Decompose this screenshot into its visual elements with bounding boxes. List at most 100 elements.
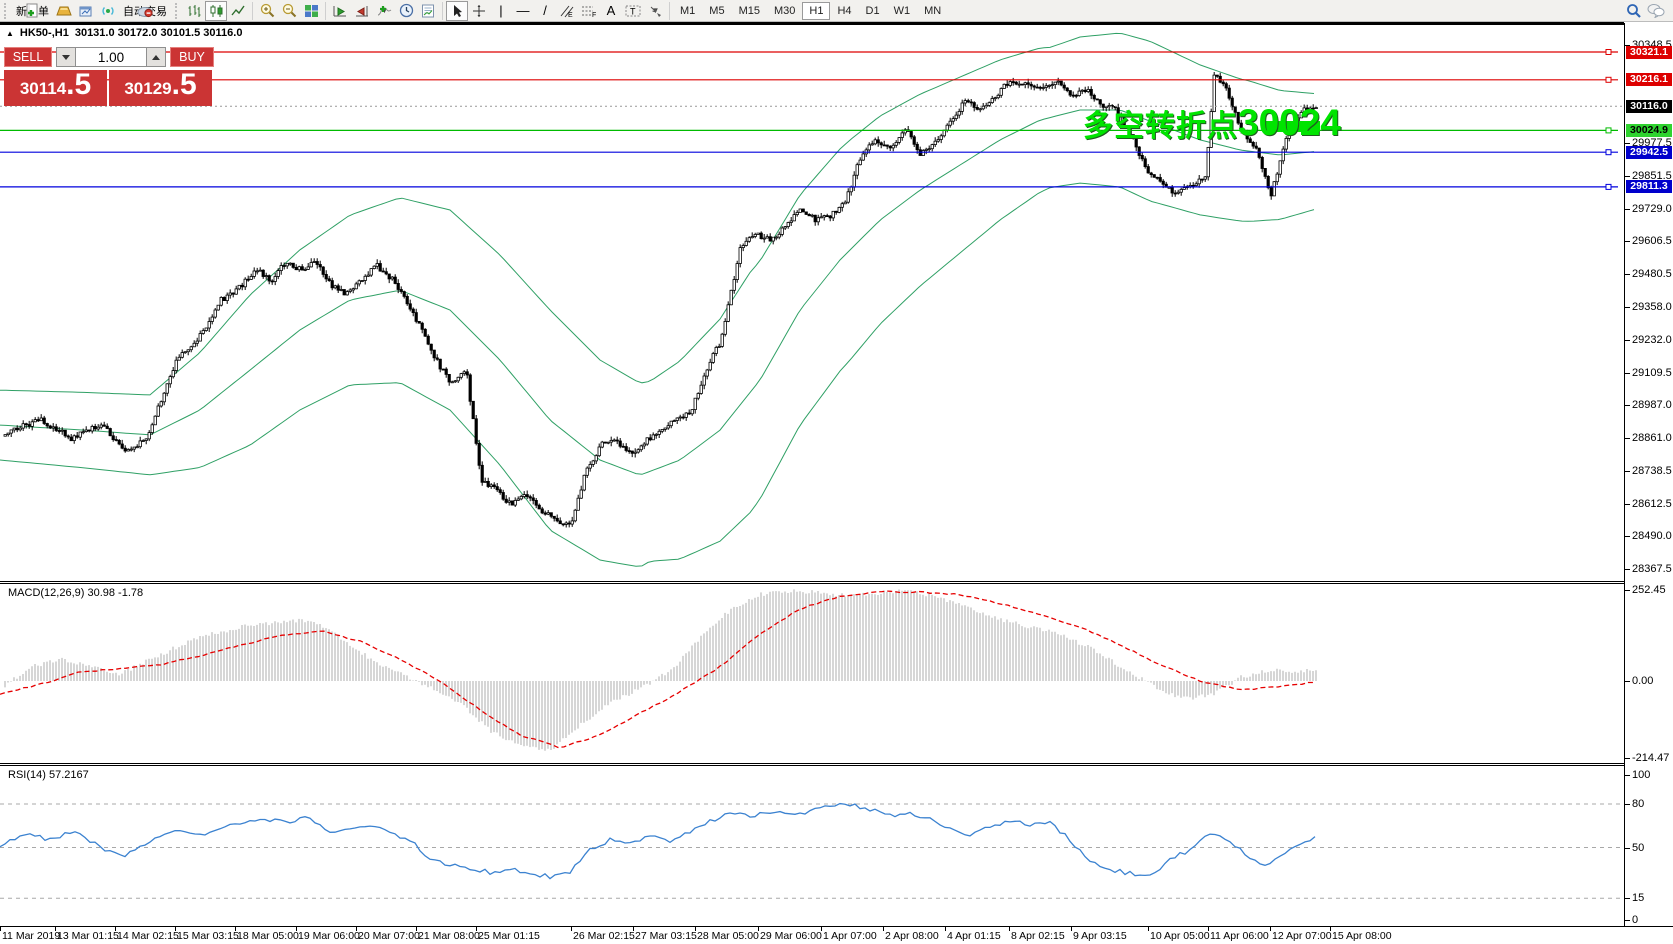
toolbar: 新订单 自动交易 bbox=[0, 0, 1673, 22]
cursor-tool-button[interactable] bbox=[446, 0, 468, 21]
chart-shift-button[interactable] bbox=[351, 1, 373, 21]
rsi-scale-label: 50 bbox=[1632, 841, 1645, 854]
chart-cloud-button[interactable] bbox=[75, 1, 97, 21]
sell-price-int: 30114 bbox=[19, 79, 67, 98]
trendline-tool-button[interactable]: / bbox=[534, 1, 556, 21]
periods-button[interactable]: ▼ bbox=[395, 1, 417, 21]
zoom-out-button[interactable] bbox=[278, 1, 300, 21]
main-price-chart[interactable] bbox=[0, 23, 1624, 581]
time-tick-mark bbox=[883, 927, 884, 931]
timeframe-button-w1[interactable]: W1 bbox=[893, 4, 911, 17]
autotrading-button[interactable]: 自动交易 bbox=[119, 1, 171, 21]
chart-title: ▲ HK50-,H1 30131.0 30172.0 30101.5 30116… bbox=[6, 27, 242, 39]
timeframe-button-m15[interactable]: M15 bbox=[738, 4, 760, 17]
fibonacci-tool-button[interactable]: F bbox=[578, 1, 600, 21]
timeframe-button-mn[interactable]: MN bbox=[924, 4, 942, 17]
timeframe-button-m5[interactable]: M5 bbox=[709, 4, 725, 17]
price-tick-label: 29606.5 bbox=[1632, 235, 1672, 248]
line-chart-type-icon bbox=[230, 5, 245, 15]
tile-windows-icon bbox=[304, 4, 318, 17]
svg-text:T: T bbox=[630, 6, 636, 16]
text-label-tool-button[interactable]: T bbox=[622, 1, 644, 21]
time-axis-label: 15 Apr 08:00 bbox=[1332, 930, 1392, 942]
time-axis-label: 10 Apr 05:00 bbox=[1150, 930, 1210, 942]
volume-increase-button[interactable] bbox=[146, 47, 166, 67]
sell-price-button[interactable]: 30114 .5 bbox=[4, 70, 107, 106]
price-tick-label: 29480.5 bbox=[1632, 268, 1672, 281]
time-axis[interactable]: 11 Mar 2019 13 Mar 01:15 14 Mar 02:15 15 Ma… bbox=[0, 926, 1673, 944]
rsi-scale-label: 80 bbox=[1632, 798, 1645, 810]
rsi-label: RSI(14) 57.2167 bbox=[8, 769, 89, 781]
price-scale[interactable]: 30348.529977.529851.529729.029606.529480… bbox=[1625, 23, 1673, 926]
time-tick-mark bbox=[1148, 927, 1149, 931]
price-tick-label: 29109.5 bbox=[1632, 366, 1672, 379]
buy-price-button[interactable]: 30129 .5 bbox=[109, 70, 212, 106]
scale-tick-mark bbox=[1625, 142, 1630, 144]
tile-windows-button[interactable] bbox=[300, 1, 322, 21]
zoom-in-button[interactable] bbox=[256, 1, 278, 21]
volume-down-icon bbox=[62, 54, 70, 60]
templates-button[interactable]: ▼ bbox=[417, 1, 439, 21]
price-tick-label: 28367.5 bbox=[1632, 562, 1672, 575]
pane-separator[interactable] bbox=[0, 763, 1673, 766]
price-level-badge: 29811.3 bbox=[1626, 180, 1672, 194]
volume-input[interactable]: 1.00 bbox=[76, 47, 146, 67]
chat-button[interactable] bbox=[1645, 1, 1667, 21]
timeframe-button-m30[interactable]: M30 bbox=[773, 4, 796, 17]
timeframe-button-h4[interactable]: H4 bbox=[837, 4, 852, 17]
crosshair-tool-button[interactable] bbox=[468, 1, 490, 21]
vertical-line-tool-button[interactable]: | bbox=[490, 1, 512, 21]
buy-button[interactable]: BUY bbox=[170, 47, 214, 67]
timeframe-button-h1[interactable]: H1 bbox=[802, 1, 831, 20]
new-order-icon bbox=[26, 3, 38, 18]
time-axis-label: 29 Mar 06:00 bbox=[760, 930, 822, 942]
macd-indicator-pane[interactable] bbox=[0, 584, 1624, 763]
search-button[interactable] bbox=[1623, 1, 1645, 21]
bar-chart-type-icon bbox=[188, 4, 200, 17]
arrows-tool-button[interactable]: ▼ bbox=[644, 1, 666, 21]
rsi-indicator-pane[interactable] bbox=[0, 766, 1624, 926]
scale-tick-mark bbox=[1625, 536, 1630, 538]
timeframe-button-d1[interactable]: D1 bbox=[865, 4, 880, 17]
new-order-button[interactable]: 新订单 bbox=[12, 1, 53, 21]
time-axis-label: 2 Apr 08:00 bbox=[885, 930, 939, 942]
toolbar-separator bbox=[669, 1, 670, 20]
text-tool-icon: A bbox=[606, 3, 616, 18]
toolbar-grip[interactable] bbox=[175, 2, 181, 19]
panel-toggle-icon[interactable]: ▲ bbox=[6, 28, 14, 38]
time-axis-label: 9 Apr 03:15 bbox=[1073, 930, 1127, 942]
chart-candles-button[interactable] bbox=[205, 0, 227, 21]
timeframe-button-m1[interactable]: M1 bbox=[680, 4, 696, 17]
svg-text:F: F bbox=[592, 12, 596, 18]
equidistant-channel-tool-button[interactable]: E bbox=[556, 1, 578, 21]
price-tick-label: 28987.0 bbox=[1632, 398, 1672, 411]
scale-tick-mark bbox=[1625, 847, 1630, 849]
scale-tick-mark bbox=[1625, 241, 1630, 243]
time-axis-label: 13 Mar 01:15 bbox=[57, 930, 119, 942]
signal-button[interactable] bbox=[97, 1, 119, 21]
gold-bar-button[interactable] bbox=[53, 1, 75, 21]
vline-icon: | bbox=[499, 3, 503, 18]
volume-decrease-button[interactable] bbox=[56, 47, 76, 67]
text-tool-button[interactable]: A bbox=[600, 1, 622, 21]
price-level-badge: 29942.5 bbox=[1626, 145, 1672, 159]
price-tick-label: 29851.5 bbox=[1632, 170, 1672, 183]
auto-scroll-button[interactable] bbox=[329, 1, 351, 21]
time-tick-mark bbox=[1270, 927, 1271, 931]
horizontal-line-tool-button[interactable]: — bbox=[512, 1, 534, 21]
toolbar-separator bbox=[252, 1, 253, 20]
scale-tick-mark bbox=[1625, 340, 1630, 342]
time-tick-mark bbox=[296, 927, 297, 931]
chart-bars-button[interactable] bbox=[183, 1, 205, 21]
toolbar-grip[interactable] bbox=[4, 2, 10, 19]
scale-tick-mark bbox=[1625, 274, 1630, 276]
pane-separator[interactable] bbox=[0, 581, 1673, 584]
one-click-trading-row2: 30114 .5 30129 .5 bbox=[4, 70, 212, 106]
chart-line-button[interactable] bbox=[227, 1, 249, 21]
price-tick-label: 29729.0 bbox=[1632, 202, 1672, 215]
sell-button[interactable]: SELL bbox=[4, 47, 52, 67]
indicators-button[interactable]: ▼ bbox=[373, 1, 395, 21]
time-tick-mark bbox=[115, 927, 116, 931]
chart-window-top-border bbox=[0, 22, 1624, 25]
time-axis-label: 18 Mar 05:00 bbox=[237, 930, 299, 942]
